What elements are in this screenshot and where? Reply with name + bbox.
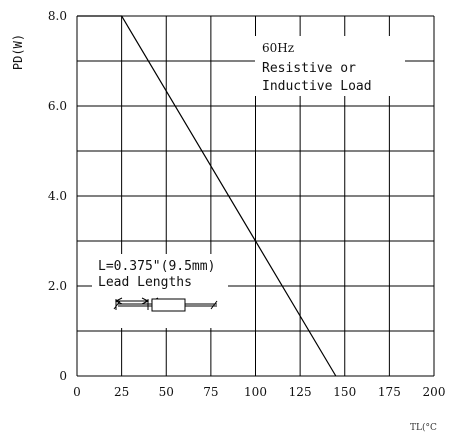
series-line-0: [77, 15, 337, 377]
x-tick-label: 150: [333, 385, 356, 399]
y-tick-label: 2.0: [48, 279, 67, 293]
lead-note-line1: L=0.375"(9.5mm): [98, 259, 215, 274]
x-tick-label: 25: [114, 385, 129, 399]
x-tick-label: 75: [203, 385, 218, 399]
x-tick-label: 200: [423, 385, 446, 399]
load-note-line2: Inductive Load: [262, 79, 372, 94]
load-note-box: [255, 36, 405, 96]
component-sketch: [113, 297, 218, 312]
x-axis-label: TL(°C: [410, 422, 437, 432]
x-tick-label: 50: [159, 385, 174, 399]
tick-labels: 0 25 50 75 100 125 150 175 200 0 2.0 4.0 6.0 8.0: [48, 9, 446, 399]
x-tick-label: 175: [378, 385, 401, 399]
lead-note-box: [92, 254, 228, 328]
lead-note-line2: Lead Lengths: [98, 275, 192, 290]
y-tick-label: 6.0: [48, 99, 67, 113]
x-tick-label: 0: [73, 385, 81, 399]
y-tick-label: 0: [59, 369, 67, 383]
x-tick-label: 125: [289, 385, 312, 399]
y-tick-label: 4.0: [48, 189, 67, 203]
series: [77, 15, 337, 377]
y-tick-label: 8.0: [48, 9, 67, 23]
load-note-line1: Resistive or: [262, 61, 356, 76]
y-axis-label: PD(W): [11, 34, 25, 70]
frequency-note: 60Hz: [262, 41, 294, 55]
x-tick-label: 100: [244, 385, 267, 399]
